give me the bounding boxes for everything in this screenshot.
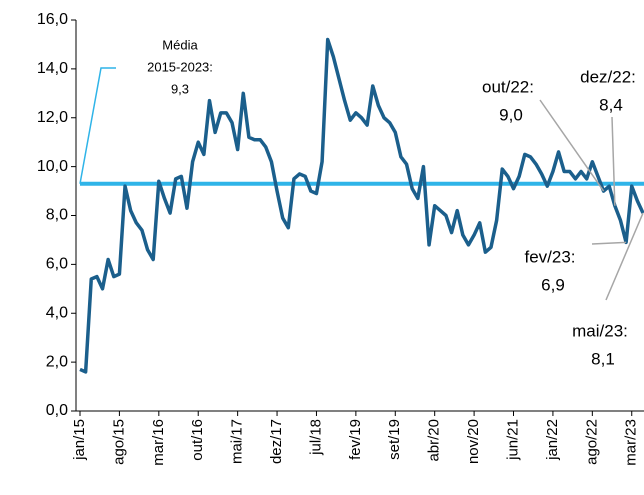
average-label: Média bbox=[162, 37, 198, 52]
annotation-leader bbox=[591, 241, 627, 245]
x-tick-label: mar/23 bbox=[623, 419, 640, 466]
y-tick-label: 10,0 bbox=[37, 158, 68, 175]
x-tick-label: jan/22 bbox=[544, 419, 561, 461]
annotation-label: dez/22: bbox=[580, 67, 636, 86]
y-tick-label: 12,0 bbox=[37, 109, 68, 126]
y-tick-label: 6,0 bbox=[46, 256, 68, 273]
x-tick-label: abr/20 bbox=[426, 419, 443, 462]
annotation-label: out/22: bbox=[482, 77, 534, 96]
annotation-value: 8,4 bbox=[599, 95, 623, 114]
x-tick-label: jun/21 bbox=[504, 419, 521, 461]
annotation-leader bbox=[605, 212, 644, 301]
annotation-value: 8,1 bbox=[591, 349, 615, 368]
x-tick-label: dez/17 bbox=[268, 419, 285, 464]
annotation-leader bbox=[539, 99, 605, 192]
annotation-label: fev/23: bbox=[524, 247, 575, 266]
annotation-leader bbox=[611, 116, 616, 206]
annotation-value: 9,0 bbox=[499, 105, 523, 124]
y-tick-label: 8,0 bbox=[46, 207, 68, 224]
x-tick-label: mai/17 bbox=[229, 419, 246, 464]
x-tick-label: ago/15 bbox=[110, 419, 127, 465]
x-tick-label: mar/16 bbox=[150, 419, 167, 466]
y-tick-label: 4,0 bbox=[46, 304, 68, 321]
average-leader bbox=[79, 67, 116, 184]
x-tick-label: out/16 bbox=[189, 419, 206, 461]
average-value: 9,3 bbox=[171, 81, 189, 96]
x-tick-label: jul/18 bbox=[307, 419, 324, 456]
annotation-label: mai/23: bbox=[572, 321, 628, 340]
y-tick-label: 0,0 bbox=[46, 402, 68, 419]
x-tick-label: fev/19 bbox=[347, 419, 364, 460]
y-tick-label: 14,0 bbox=[37, 60, 68, 77]
x-tick-label: jan/15 bbox=[71, 419, 88, 461]
y-tick-label: 16,0 bbox=[37, 11, 68, 28]
annotation-value: 6,9 bbox=[541, 275, 565, 294]
x-tick-label: set/19 bbox=[386, 419, 403, 460]
x-tick-label: ago/22 bbox=[583, 419, 600, 465]
average-label: 2015-2023: bbox=[147, 59, 213, 74]
x-tick-label: nov/20 bbox=[465, 419, 482, 464]
y-tick-label: 2,0 bbox=[46, 353, 68, 370]
data-line bbox=[79, 37, 644, 374]
